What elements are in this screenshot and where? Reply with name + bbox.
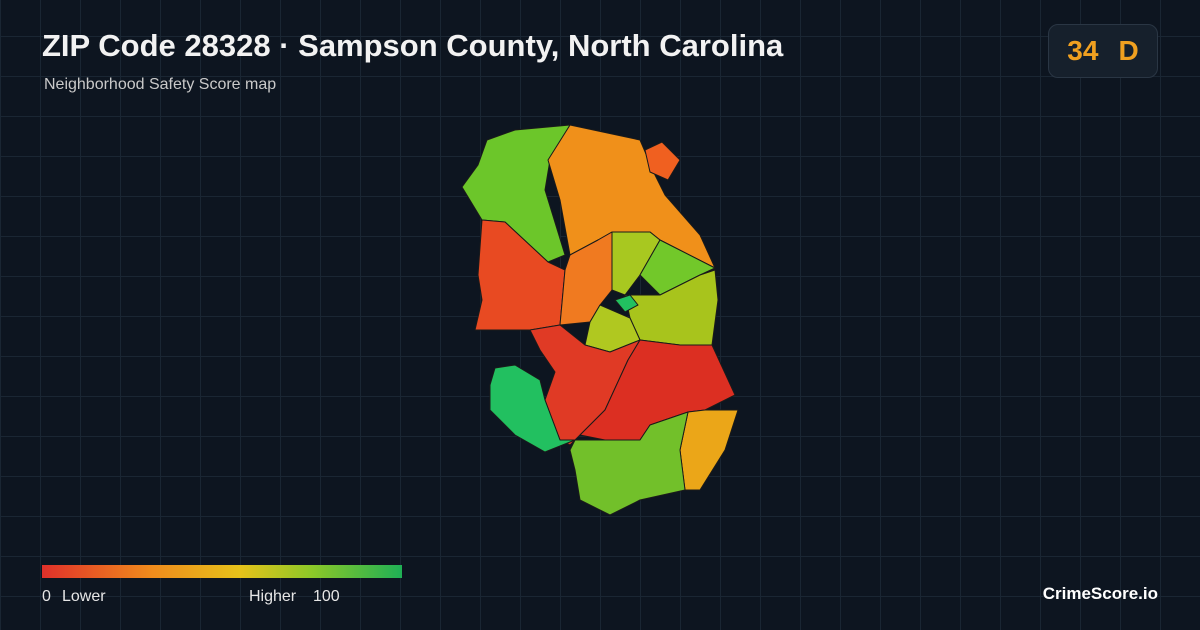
region bbox=[679, 409, 739, 491]
brand: CrimeScore.io bbox=[1042, 584, 1158, 603]
grade: D bbox=[1118, 35, 1139, 66]
subtitle: Neighborhood Safety Score map bbox=[44, 76, 277, 93]
title: ZIP Code 28328 · Sampson County, North C… bbox=[42, 28, 784, 63]
region bbox=[644, 141, 681, 181]
legend-min-label: Lower bbox=[62, 588, 106, 605]
legend-min: 0 bbox=[42, 588, 51, 605]
region bbox=[614, 294, 639, 313]
score-badge: 34 D bbox=[1048, 24, 1158, 78]
legend-gradient bbox=[42, 565, 402, 578]
region bbox=[489, 364, 576, 453]
legend-max-label: Higher bbox=[249, 588, 297, 605]
legend-max: 100 bbox=[313, 588, 340, 605]
region bbox=[569, 411, 689, 516]
score: 34 bbox=[1067, 35, 1099, 66]
